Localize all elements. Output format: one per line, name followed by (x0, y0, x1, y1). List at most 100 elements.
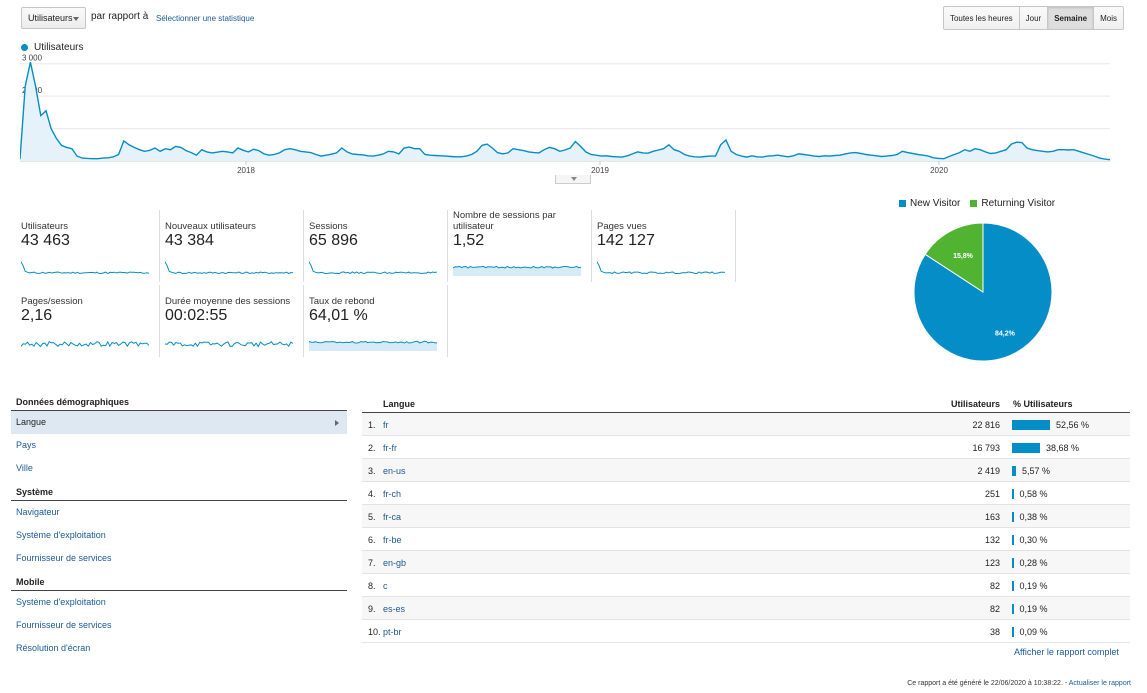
row-users: 132 (984, 535, 1000, 545)
granularity-buttons: Toutes les heures Jour Semaine Mois (942, 6, 1124, 30)
nav-section-title: Données démographiques (11, 394, 347, 411)
table-header: Langue Utilisateurs % Utilisateurs (362, 396, 1130, 413)
row-language-link[interactable]: pt-br (383, 627, 402, 637)
row-language-link[interactable]: fr-fr (383, 443, 397, 453)
row-pct: 0,28 % (1019, 558, 1048, 568)
pct-bar (1012, 443, 1040, 453)
row-pct: 0,38 % (1019, 512, 1048, 522)
nav-item[interactable]: Langue (11, 411, 347, 434)
kpi-tile[interactable]: Nombre de sessions par utilisateur 1,52 (448, 210, 592, 282)
pct-bar (1012, 604, 1014, 614)
nav-section-title: Système (11, 484, 347, 501)
row-index: 6. (368, 535, 376, 545)
kpi-value: 43 384 (165, 232, 214, 249)
pct-bar (1012, 466, 1016, 476)
nav-item[interactable]: Système d'exploitation (16, 597, 106, 607)
chevron-down-icon (73, 17, 79, 21)
pct-bar (1012, 489, 1014, 499)
row-users: 2 419 (977, 466, 1000, 476)
row-language-link[interactable]: en-gb (383, 558, 407, 568)
refresh-report-link[interactable]: Actualiser le rapport (1068, 680, 1131, 687)
kpi-value: 142 127 (597, 232, 655, 249)
row-language-link[interactable]: c (383, 581, 388, 591)
row-pct: 0,19 % (1019, 581, 1048, 591)
pie-legend-new[interactable]: New Visitor (899, 198, 960, 209)
nav-item[interactable]: Pays (16, 440, 37, 450)
row-language-link[interactable]: en-us (383, 466, 406, 476)
select-stat-link[interactable]: Sélectionner une statistique (156, 14, 255, 23)
visitor-type-pie-chart[interactable]: 84,2% 15,8% (913, 222, 1053, 362)
nav-item[interactable]: Navigateur (16, 507, 60, 517)
kpi-tile[interactable]: Utilisateurs 43 463 (16, 210, 160, 282)
kpi-tile[interactable]: Sessions 65 896 (304, 210, 448, 282)
kpi-value: 00:02:55 (165, 307, 228, 324)
kpi-tile[interactable]: Durée moyenne des sessions 00:02:55 (160, 285, 304, 357)
pie-slice[interactable] (913, 222, 1053, 362)
kpi-tile[interactable]: Nouveaux utilisateurs 43 384 (160, 210, 304, 282)
granularity-month-button[interactable]: Mois (1093, 7, 1123, 29)
kpi-sparkline (453, 265, 581, 276)
legend-dot-icon (21, 44, 28, 51)
pct-bar (1012, 420, 1050, 430)
language-table: Langue Utilisateurs % Utilisateurs 1. fr 2… (362, 396, 1130, 643)
row-users: 82 (989, 604, 1000, 614)
generated-text: Ce rapport a été généré le 22/06/2020 à … (907, 680, 1068, 687)
toolbar: Utilisateurs par rapport à Sélectionner … (0, 0, 1147, 40)
nav-item[interactable]: Fournisseur de services (16, 620, 112, 630)
nav-item[interactable]: Système d'exploitation (16, 530, 106, 540)
row-language-link[interactable]: es-es (383, 604, 406, 614)
kpi-value: 43 463 (21, 232, 70, 249)
granularity-day-button[interactable]: Jour (1018, 7, 1048, 29)
kpi-tile[interactable]: Pages vues 142 127 (592, 210, 736, 282)
chevron-down-icon (571, 177, 577, 181)
kpi-value: 2,16 (21, 307, 53, 324)
row-users: 82 (989, 581, 1000, 591)
chevron-right-icon (335, 420, 339, 426)
row-users: 38 (989, 627, 1000, 637)
metric-select[interactable]: Utilisateurs (21, 7, 86, 29)
kpi-label: Utilisateurs (21, 221, 68, 232)
row-language-link[interactable]: fr-ch (383, 489, 401, 499)
kpi-label: Pages vues (597, 221, 647, 232)
kpi-label: Nombre de sessions par utilisateur (453, 210, 556, 232)
pie-legend: New Visitor Returning Visitor (899, 198, 1055, 209)
nav-item[interactable]: Fournisseur de services (16, 553, 112, 563)
header-pct-users[interactable]: % Utilisateurs (1013, 399, 1073, 409)
table-row: 2. fr-fr 16 793 38,68 % (362, 436, 1130, 459)
row-language-link[interactable]: fr-be (383, 535, 402, 545)
pie-legend-returning[interactable]: Returning Visitor (970, 198, 1055, 209)
sparkline-line (21, 261, 149, 275)
kpi-tile[interactable]: Pages/session 2,16 (16, 285, 160, 357)
sparkline-area (453, 266, 581, 276)
kpi-sparkline (309, 340, 437, 351)
row-pct: 0,30 % (1019, 535, 1048, 545)
pct-bar (1012, 558, 1014, 568)
full-report-link[interactable]: Afficher le rapport complet (1014, 647, 1119, 657)
table-row: 5. fr-ca 163 0,38 % (362, 505, 1130, 528)
kpi-label: Durée moyenne des sessions (165, 296, 291, 307)
kpi-grid: Utilisateurs 43 463 Nouveaux utilisateurs 4… (16, 210, 736, 360)
table-row: 7. en-gb 123 0,28 % (362, 551, 1130, 574)
row-index: 5. (368, 512, 376, 522)
row-language-link[interactable]: fr (383, 420, 389, 430)
granularity-week-button[interactable]: Semaine (1047, 7, 1094, 29)
sparkline-line (165, 340, 293, 348)
header-users[interactable]: Utilisateurs (950, 399, 1000, 409)
row-index: 8. (368, 581, 376, 591)
row-language-link[interactable]: fr-ca (383, 512, 401, 522)
legend-series-label: Utilisateurs (34, 42, 84, 53)
pie-slice[interactable] (924, 222, 984, 293)
row-index: 3. (368, 466, 376, 476)
sparkline-line (597, 261, 725, 275)
kpi-value: 64,01 % (309, 307, 368, 324)
x-tick-label: 2018 (237, 166, 255, 175)
granularity-hourly-button[interactable]: Toutes les heures (949, 14, 1013, 23)
kpi-sparkline (597, 261, 725, 275)
table-row: 4. fr-ch 251 0,58 % (362, 482, 1130, 505)
chart-toggle-button[interactable] (555, 175, 591, 184)
nav-item[interactable]: Résolution d'écran (16, 643, 91, 653)
nav-item[interactable]: Ville (16, 463, 33, 473)
kpi-tile[interactable]: Taux de rebond 64,01 % (304, 285, 448, 357)
sparkline-line (309, 261, 437, 275)
